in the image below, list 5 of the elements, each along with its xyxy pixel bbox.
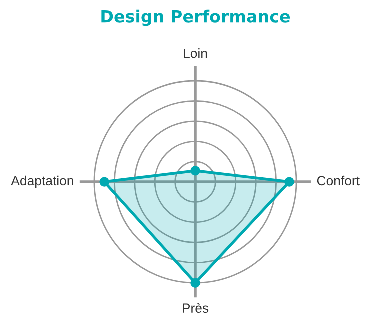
chart-title: Design Performance [102, 10, 290, 26]
spoke-label: Loin [184, 48, 208, 58]
spoke-label: Près [183, 303, 209, 313]
spoke-label: Confort [317, 176, 360, 186]
spoke-label: Adaptation [11, 176, 74, 188]
